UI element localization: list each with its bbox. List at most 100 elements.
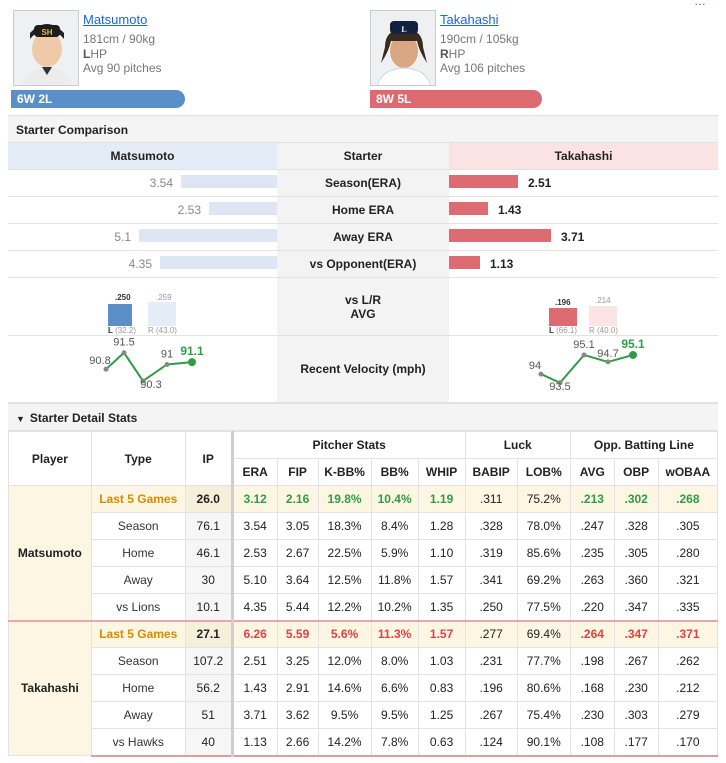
era-right-bar — [449, 202, 488, 215]
era-right-value: 1.13 — [490, 257, 514, 271]
stat-cell: 8.4% — [370, 512, 419, 540]
ip-cell: 30 — [184, 566, 234, 594]
stat-cell: 0.63 — [417, 728, 466, 757]
stat-cell: .321 — [657, 566, 719, 594]
col-header-wobaa: wOBAA — [657, 458, 719, 486]
era-left-value: 2.53 — [177, 203, 201, 217]
stat-cell: .303 — [613, 701, 659, 729]
velocity-label: 90.8 — [89, 355, 110, 367]
era-left-bar — [160, 256, 277, 269]
section-title-text: Starter Detail Stats — [29, 411, 138, 425]
player-name-link-matsumoto[interactable]: Matsumoto — [83, 12, 148, 27]
player-silhouette-icon: SH — [14, 11, 78, 85]
col-header-whip: WHIP — [417, 458, 466, 486]
col-header-player: Player — [8, 431, 92, 486]
section-title-starter-detail[interactable]: ▼ Starter Detail Stats — [8, 403, 718, 431]
era-left-bar — [139, 229, 277, 242]
lr-r-label: R (43.0) — [148, 326, 177, 335]
stat-cell: 14.6% — [317, 674, 372, 702]
stat-cell: .268 — [657, 485, 719, 513]
stat-cell: 22.5% — [317, 539, 372, 567]
stat-cell: 11.3% — [370, 619, 419, 648]
svg-text:SH: SH — [41, 28, 52, 37]
lr-l-value: .250 — [115, 293, 131, 302]
top-right-link[interactable]: … — [694, 0, 706, 8]
velocity-label: 90.3 — [140, 379, 161, 391]
player-photo-takahashi: L — [370, 10, 436, 86]
stat-cell: 0.83 — [417, 674, 466, 702]
velocity-line — [105, 351, 193, 383]
comparison-header-row: Matsumoto Starter Takahashi — [8, 143, 718, 170]
throwing-hand: LHP — [83, 46, 108, 61]
stat-cell: 2.53 — [231, 539, 278, 567]
collapse-caret-icon[interactable]: ▼ — [16, 414, 25, 424]
stat-cell: .250 — [464, 593, 518, 621]
stat-cell: 9.5% — [317, 701, 372, 729]
stat-cell: 1.57 — [417, 619, 466, 648]
comparison-row-era: 5.1 Away ERA 3.71 — [8, 224, 718, 251]
comparison-header-right: Takahashi — [449, 143, 718, 169]
lr-r-value: .259 — [156, 293, 172, 302]
stat-cell: 77.7% — [516, 647, 571, 675]
ip-cell: 27.1 — [184, 619, 234, 648]
era-right-bar — [449, 256, 480, 269]
col-header-k-bb-: K-BB% — [317, 458, 372, 486]
velocity-point — [140, 378, 146, 384]
velocity-mid-label: Recent Velocity (mph) — [277, 336, 449, 402]
stat-cell: .213 — [569, 485, 615, 513]
era-right-cell: 3.71 — [449, 224, 718, 250]
stat-cell: .231 — [464, 647, 518, 675]
throwing-hand: RHP — [440, 46, 466, 61]
stat-cell: 3.62 — [276, 701, 319, 729]
era-left-value: 4.35 — [128, 257, 152, 271]
stat-cell: 75.4% — [516, 701, 571, 729]
velocity-label: 94.7 — [597, 348, 618, 360]
stat-cell: 12.0% — [317, 647, 372, 675]
stat-cell: 2.66 — [276, 728, 319, 757]
stat-cell: .341 — [464, 566, 518, 594]
era-right-value: 2.51 — [528, 176, 552, 190]
stat-cell: .280 — [657, 539, 719, 567]
record-badge-matsumoto: 6W 2L — [11, 90, 185, 108]
table-row: vs Lions 10.1 4.35 5.44 12.2% 10.2% 1.35.250 77… — [9, 593, 719, 621]
stat-cell: 5.6% — [317, 619, 372, 648]
table-row: Away 30 5.10 3.64 12.5% 11.8% 1.57.341 69.2% .26… — [9, 566, 719, 594]
stat-cell: .230 — [613, 674, 659, 702]
stat-cell: 9.5% — [370, 701, 419, 729]
stat-cell: .196 — [464, 674, 518, 702]
stat-cell: .235 — [569, 539, 615, 567]
era-row-label: Season(ERA) — [277, 170, 449, 196]
era-left-value: 3.54 — [149, 176, 173, 190]
stat-cell: 5.9% — [370, 539, 419, 567]
lr-label2: AVG — [350, 306, 376, 321]
comparison-row-era: 2.53 Home ERA 1.43 — [8, 197, 718, 224]
stat-cell: .279 — [657, 701, 719, 729]
era-left-cell: 5.1 — [8, 224, 277, 250]
era-right-value: 1.43 — [498, 203, 522, 217]
stat-cell: 1.35 — [417, 593, 466, 621]
stat-cell: 1.28 — [417, 512, 466, 540]
lr-l-label: L (66.1) — [549, 326, 578, 335]
stat-cell: 6.6% — [370, 674, 419, 702]
table-row: Matsumoto Last 5 Games 26.0 3.12 2.16 19.8% 10… — [8, 485, 719, 621]
velocity-label: 91 — [161, 348, 173, 360]
comparison-row-lr-avg: .250 L (32.2) .259 R (43.0) vs L/R AVG .1… — [8, 278, 718, 336]
stat-cell: .311 — [464, 485, 518, 513]
stat-cell: 3.54 — [231, 512, 278, 540]
table-row: Home 56.2 1.43 2.91 14.6% 6.6% 0.83.196 80.6% .1… — [9, 674, 719, 702]
velocity-point — [605, 359, 611, 365]
height-weight: 181cm / 90kg — [83, 32, 156, 46]
stat-cell: .168 — [569, 674, 615, 702]
stat-cell: 85.6% — [516, 539, 571, 567]
stat-cell: .371 — [657, 619, 719, 648]
stat-cell: .328 — [464, 512, 518, 540]
stat-cell: .220 — [569, 593, 615, 621]
player-name-link-takahashi[interactable]: Takahashi — [440, 12, 499, 27]
era-right-cell: 1.13 — [449, 251, 718, 277]
velocity-point — [188, 358, 196, 367]
stat-cell: 12.5% — [317, 566, 372, 594]
velocity-label: 95.1 — [573, 339, 594, 351]
velocity-left-chart: 90.8 91.5 90.3 91 91.1 — [8, 336, 277, 402]
stat-cell: .124 — [464, 728, 518, 757]
ip-cell: 10.1 — [184, 593, 234, 621]
